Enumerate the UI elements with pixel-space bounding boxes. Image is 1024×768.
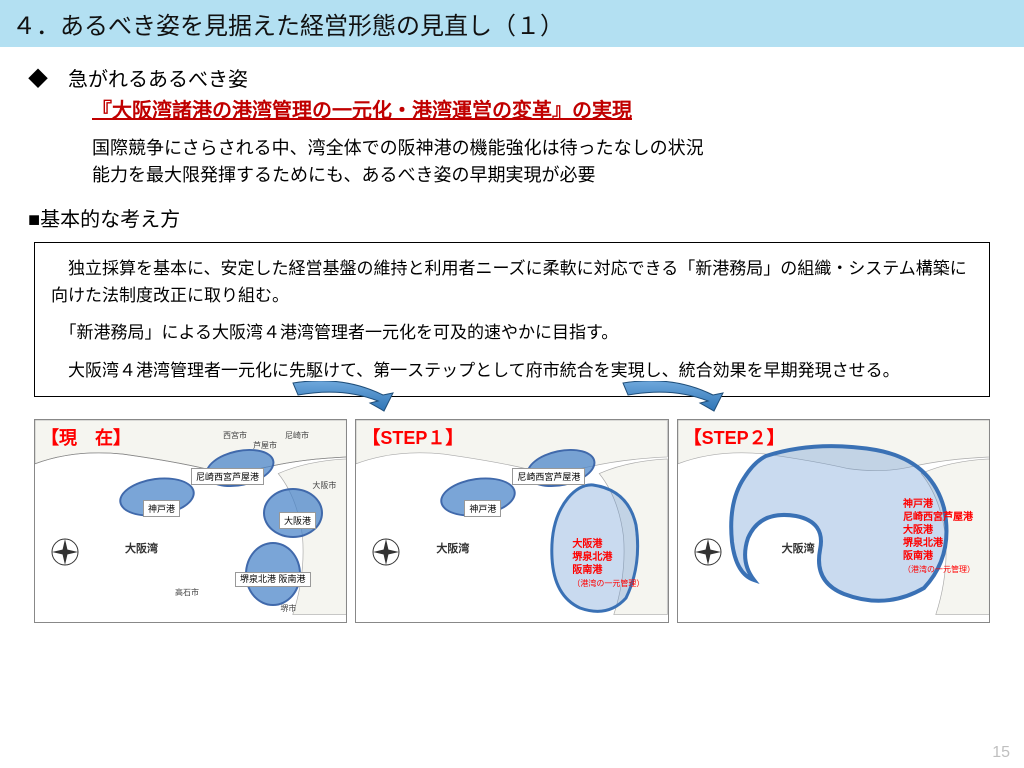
city-label: 大阪市 [312, 480, 336, 491]
city-label: 堺市 [280, 603, 296, 614]
compass-icon [692, 536, 724, 568]
bay-label: 大阪湾 [436, 540, 469, 556]
page-title: ４．あるべき姿を見据えた経営形態の見直し（１） [12, 13, 564, 40]
square-heading: ■基本的な考え方 [28, 203, 996, 232]
map-label-step2: 【STEP２】 [684, 424, 785, 450]
map-panel-step1: 【STEP１】 大阪湾 尼崎西宮芦屋港 神戸港 大阪港 堺泉北港 阪南港 （港湾… [355, 419, 668, 623]
box-para-3: 大阪湾４港湾管理者一元化に先駆けて、第一ステップとして府市統合を実現し、統合効果… [51, 357, 973, 384]
bullet-heading: ◆ 急がれるあるべき姿 [28, 63, 996, 92]
box-para-2: 「新港務局」による大阪湾４港湾管理者一元化を可及的速やかに目指す。 [51, 319, 973, 346]
content-area: ◆ 急がれるあるべき姿 『大阪湾諸港の港湾管理の一元化・港湾運営の変革』の実現 … [0, 47, 1024, 623]
maps-row: 【現 在】 西宮市 芦屋市 尼崎市 大阪市 堺市 高石市 大阪湾 尼崎西宮芦屋港… [34, 419, 990, 623]
paragraph-2: 能力を最大限発揮するためにも、あるべき姿の早期実現が必要 [92, 162, 996, 189]
port-tag: 神戸港 [464, 500, 501, 517]
port-red-list: 神戸港 尼崎西宮芦屋港 大阪港 堺泉北港 阪南港 （港湾の一元管理） [903, 498, 975, 576]
arrow-icon [288, 381, 398, 417]
sub-heading-red: 『大阪湾諸港の港湾管理の一元化・港湾運営の変革』の実現 [92, 94, 996, 123]
box-para-1: 独立採算を基本に、安定した経営基盤の維持と利用者ニーズに柔軟に対応できる「新港務… [51, 255, 973, 309]
arrow-icon [618, 381, 728, 417]
map-label-current: 【現 在】 [41, 424, 131, 450]
port-red-list: 大阪港 堺泉北港 阪南港 （港湾の一元管理） [572, 538, 644, 590]
city-label: 尼崎市 [285, 430, 309, 441]
arrows-row [28, 391, 996, 419]
compass-icon [49, 536, 81, 568]
city-label: 高石市 [175, 587, 199, 598]
map-panel-step2: 【STEP２】 大阪湾 神戸港 尼崎西宮芦屋港 大阪港 堺泉北港 阪南港 （港湾… [677, 419, 990, 623]
port-tag: 尼崎西宮芦屋港 [512, 468, 585, 485]
map-label-step1: 【STEP１】 [362, 424, 463, 450]
city-label: 西宮市 [223, 430, 247, 441]
page-number: 15 [992, 744, 1010, 762]
map-panel-current: 【現 在】 西宮市 芦屋市 尼崎市 大阪市 堺市 高石市 大阪湾 尼崎西宮芦屋港… [34, 419, 347, 623]
bay-label: 大阪湾 [125, 540, 158, 556]
port-tag: 尼崎西宮芦屋港 [191, 468, 264, 485]
port-tag: 大阪港 [279, 512, 316, 529]
port-tag: 堺泉北港 阪南港 [235, 572, 311, 587]
port-tag: 神戸港 [143, 500, 180, 517]
concept-box: 独立採算を基本に、安定した経営基盤の維持と利用者ニーズに柔軟に対応できる「新港務… [34, 242, 990, 397]
title-bar: ４．あるべき姿を見据えた経営形態の見直し（１） [0, 0, 1024, 47]
paragraph-1: 国際競争にさらされる中、湾全体での阪神港の機能強化は待ったなしの状況 [92, 135, 996, 162]
compass-icon [370, 536, 402, 568]
